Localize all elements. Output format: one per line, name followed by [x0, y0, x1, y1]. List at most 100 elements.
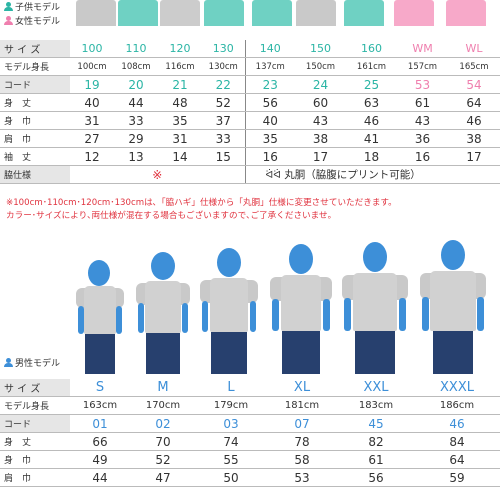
shoulder-cell: 27	[70, 129, 114, 148]
model-height-cell: 181cm	[266, 396, 338, 415]
men-legend-label: 男性モデル	[15, 359, 61, 369]
length-cell: 48	[158, 93, 202, 112]
size-cell: WM	[397, 40, 448, 58]
length-cell: 84	[414, 432, 500, 451]
model-shirt	[160, 0, 200, 26]
model-height-label: モデル身長	[0, 57, 70, 76]
kids-legend: 子供モデル	[4, 0, 60, 13]
sleeve-cell: 15	[202, 147, 246, 166]
shoulder-label: 肩 巾	[0, 468, 70, 487]
model-height-cell: 170cm	[130, 396, 196, 415]
size-label: サ イ ズ	[0, 379, 70, 397]
width-cell: 43	[295, 111, 346, 130]
size-cell: 160	[346, 40, 397, 58]
model-figure-xxxl	[420, 240, 486, 374]
code-cell: 02	[130, 414, 196, 433]
width-cell: 43	[397, 111, 448, 130]
code-cell: 45	[338, 414, 414, 433]
side-spec-note-mark: ※	[70, 165, 246, 184]
men-size-table: サ イ ズ S M L XL XXL XXXL モデル身長 163cm 170c…	[0, 379, 500, 487]
size-label: サ イ ズ	[0, 40, 70, 58]
width-row: 身 巾 31 33 35 37 40 43 46 43 46	[0, 111, 500, 130]
width-cell: 35	[158, 111, 202, 130]
sleeve-cell: 13	[114, 147, 158, 166]
sleeve-row: 袖 丈 12 13 14 15 16 17 18 16 17	[0, 147, 500, 166]
person-icon	[4, 16, 13, 25]
model-height-cell: 157cm	[397, 57, 448, 76]
size-cell: L	[196, 379, 266, 397]
model-shirt	[296, 0, 336, 26]
length-cell: 66	[70, 432, 130, 451]
size-cell: WL	[448, 40, 500, 58]
model-height-cell: 165cm	[448, 57, 500, 76]
length-cell: 60	[295, 93, 346, 112]
code-cell: 03	[196, 414, 266, 433]
kids-legend-label: 子供モデル	[15, 3, 61, 13]
code-cell: 23	[245, 75, 295, 94]
width-label: 身 巾	[0, 111, 70, 130]
side-spec-row: 脇仕様 ※ ᐛᐛ 丸胴（脇腹にプリント可能）	[0, 165, 500, 184]
size-cell: XXXL	[414, 379, 500, 397]
model-height-row: モデル身長 163cm 170cm 179cm 181cm 183cm 186c…	[0, 396, 500, 415]
model-figure-xxl	[342, 242, 408, 374]
model-height-label: モデル身長	[0, 396, 70, 415]
shoulder-cell: 29	[114, 129, 158, 148]
model-height-cell: 100cm	[70, 57, 114, 76]
size-cell: XL	[266, 379, 338, 397]
model-shirt	[446, 0, 486, 26]
model-height-cell: 186cm	[414, 396, 500, 415]
shoulder-cell: 33	[202, 129, 246, 148]
size-row: サ イ ズ S M L XL XXL XXXL	[0, 379, 500, 397]
shoulder-cell: 53	[266, 468, 338, 487]
code-cell: 01	[70, 414, 130, 433]
width-cell: 64	[414, 450, 500, 469]
length-cell: 64	[448, 93, 500, 112]
sleeve-cell: 18	[346, 147, 397, 166]
person-icon	[4, 2, 13, 11]
code-cell: 19	[70, 75, 114, 94]
model-height-cell: 150cm	[295, 57, 346, 76]
shoulder-cell: 41	[346, 129, 397, 148]
length-row: 身 丈 40 44 48 52 56 60 63 61 64	[0, 93, 500, 112]
size-cell: 110	[114, 40, 158, 58]
code-label: コード	[0, 75, 70, 94]
model-height-cell: 108cm	[114, 57, 158, 76]
code-cell: 22	[202, 75, 246, 94]
model-shirt	[118, 0, 158, 26]
men-legend: 男性モデル	[4, 356, 60, 369]
width-cell: 52	[130, 450, 196, 469]
model-figure-m	[136, 252, 190, 374]
code-cell: 46	[414, 414, 500, 433]
size-cell: XXL	[338, 379, 414, 397]
model-figure-s	[76, 260, 124, 374]
shoulder-row: 肩 巾 44 47 50 53 56 59	[0, 468, 500, 487]
code-row: コード 01 02 03 07 45 46	[0, 414, 500, 433]
width-cell: 33	[114, 111, 158, 130]
width-cell: 37	[202, 111, 246, 130]
shoulder-cell: 44	[70, 468, 130, 487]
code-cell: 20	[114, 75, 158, 94]
round-body-icon: ᐛᐛ	[265, 170, 281, 181]
note-line: カラー･サイズにより､両仕様が混在する場合もございますので､ご了承くださいませ。	[6, 210, 337, 221]
shoulder-cell: 59	[414, 468, 500, 487]
shoulder-cell: 31	[158, 129, 202, 148]
width-cell: 46	[346, 111, 397, 130]
length-row: 身 丈 66 70 74 78 82 84	[0, 432, 500, 451]
length-cell: 78	[266, 432, 338, 451]
code-cell: 25	[346, 75, 397, 94]
side-spec-label: 脇仕様	[0, 165, 70, 184]
side-spec-round-body-label: 丸胴（脇腹にプリント可能）	[284, 169, 421, 181]
women-legend: 女性モデル	[4, 14, 60, 27]
width-cell: 46	[448, 111, 500, 130]
size-cell: M	[130, 379, 196, 397]
size-cell: 130	[202, 40, 246, 58]
length-cell: 52	[202, 93, 246, 112]
size-cell: 120	[158, 40, 202, 58]
person-icon	[4, 358, 13, 367]
shoulder-cell: 50	[196, 468, 266, 487]
length-cell: 74	[196, 432, 266, 451]
shoulder-cell: 38	[448, 129, 500, 148]
model-height-cell: 161cm	[346, 57, 397, 76]
sleeve-cell: 17	[295, 147, 346, 166]
shoulder-cell: 38	[295, 129, 346, 148]
